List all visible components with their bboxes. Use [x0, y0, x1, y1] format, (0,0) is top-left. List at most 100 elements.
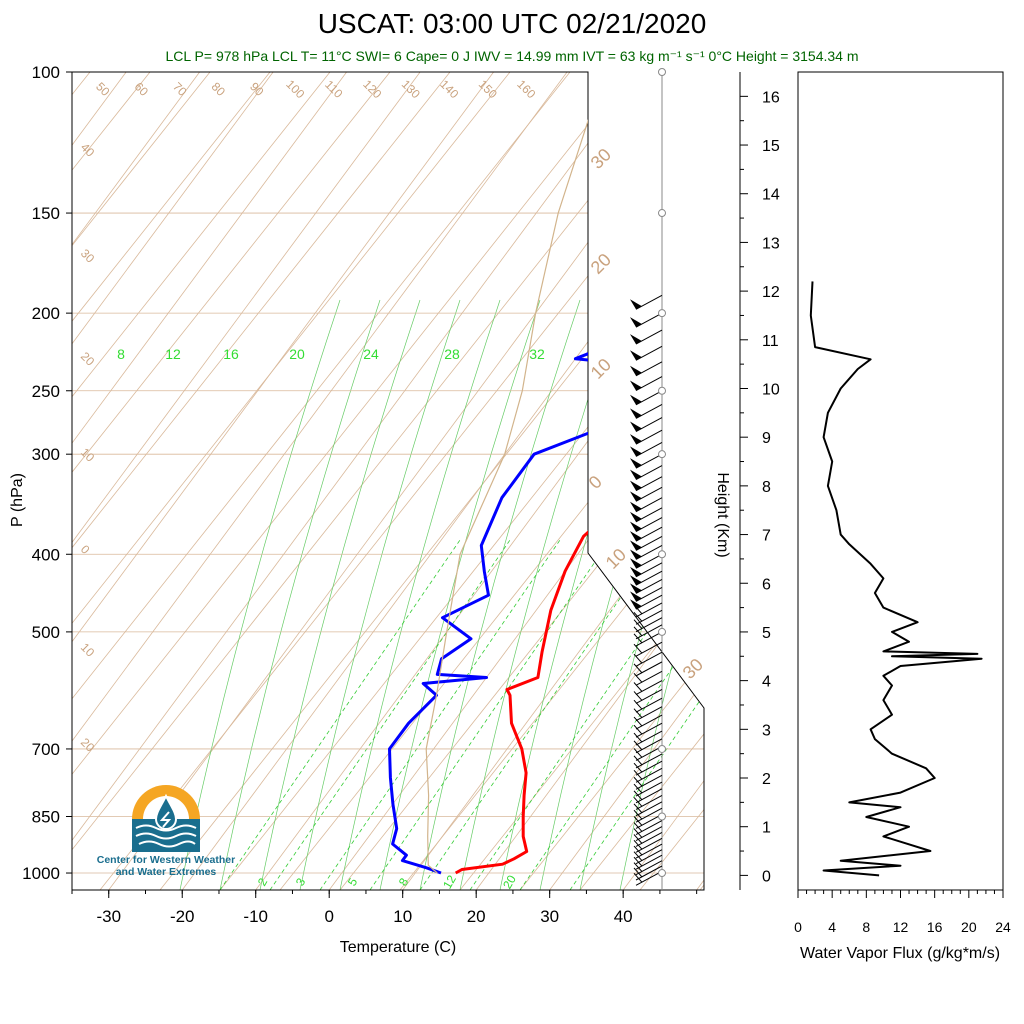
wind-calm-circle [658, 450, 666, 459]
dry-adiabat-label: 110 [322, 77, 346, 101]
dry-adiabat-label: 90 [247, 79, 267, 99]
height-tick-label: 7 [762, 528, 771, 545]
height-tick-label: 11 [762, 333, 779, 350]
dry-adiabat-label: 160 [514, 77, 538, 101]
mixing-ratio-label: 8 [117, 346, 125, 362]
mixing-ratio-line [369, 539, 611, 890]
wind-barb [635, 849, 663, 865]
wind-barb [635, 609, 663, 625]
wind-barb-feather [633, 732, 643, 743]
height-tick-label: 13 [762, 235, 780, 252]
isotherm-line [72, 72, 274, 890]
x-tick-label: -30 [96, 907, 121, 926]
isotherm-line [549, 72, 704, 890]
mixing-ratio-label: 12 [440, 872, 459, 891]
mixing-ratio-line [319, 539, 561, 890]
mixing-ratio-label: 28 [444, 346, 460, 362]
wind-calm-circle [658, 744, 666, 753]
wind-barb [635, 617, 663, 633]
wind-barb [635, 697, 663, 713]
isotherm-label: 40 [78, 140, 98, 160]
series-line-parcel [425, 72, 605, 874]
wind-barb-feather [633, 816, 643, 826]
wind-barb-feather [633, 724, 643, 735]
wind-barb [635, 788, 663, 804]
x-tick-label: 40 [614, 907, 633, 926]
y-tick-label: 700 [32, 740, 60, 759]
flux-x-axis-label: Water Vapor Flux (g/kg*m/s) [800, 945, 1000, 962]
wind-barb-flag [630, 566, 642, 577]
wind-barb [635, 624, 663, 640]
mixing-ratio-line [469, 539, 704, 890]
flux-x-tick-label: 12 [893, 919, 909, 935]
isotherm-line [696, 72, 704, 890]
logo-waves [135, 824, 197, 848]
height-tick-label: 6 [762, 576, 771, 593]
height-tick-label: 5 [762, 625, 771, 642]
wind-barb-feather [633, 653, 643, 664]
y-tick-label: 300 [32, 445, 60, 464]
wind-barb-feather [633, 839, 643, 850]
wind-barb [635, 651, 663, 667]
wind-barb [635, 631, 663, 647]
wind-barb [635, 843, 663, 859]
isotherm-line [108, 72, 704, 890]
wind-barb [635, 722, 663, 738]
wind-barb [635, 820, 663, 835]
wind-barb-feather [633, 663, 643, 674]
wind-barb [635, 641, 663, 657]
flux-x-tick-label: 0 [794, 919, 802, 935]
chart-subtitle: LCL P= 978 hPa LCL T= 11°C SWI= 6 Cape= … [165, 48, 859, 64]
wind-barb-feather [633, 809, 643, 820]
isotherm-label: 10 [587, 355, 615, 383]
wind-barb-feather [633, 834, 643, 844]
wind-barb-feather [633, 633, 643, 644]
dry-adiabat-label: 150 [476, 77, 500, 101]
mixing-ratio-label: 24 [363, 346, 379, 362]
wind-barb-feather [633, 682, 643, 692]
dry-adiabat-label: 50 [93, 79, 113, 99]
wind-barb-feather [633, 691, 643, 701]
wind-barb [635, 746, 663, 761]
dry-adiabat-line [399, 72, 704, 890]
wind-barb-feather [633, 828, 643, 838]
wind-barb-flag [630, 501, 642, 512]
wind-barb-flag [630, 599, 642, 610]
moist-adiabat-line [299, 299, 461, 890]
wind-barb-feather [633, 740, 643, 751]
moist-adiabat-line [459, 299, 621, 890]
isotherm-label: 10 [78, 640, 98, 660]
wind-calm-circle [658, 386, 666, 395]
y-tick-label: 100 [32, 63, 60, 82]
dry-adiabat-label: 100 [283, 77, 307, 101]
height-tick-label: 12 [762, 284, 780, 301]
wind-barb-feather [633, 716, 643, 727]
wind-barb-flag [630, 394, 642, 405]
dry-adiabat-line [519, 72, 704, 890]
isotherm-label: 10 [602, 545, 630, 573]
isotherm-line [622, 72, 704, 890]
logo-line-1: Center for Western Weather [96, 854, 236, 866]
height-tick-label: 15 [762, 138, 780, 155]
isotherm-line [72, 72, 641, 890]
dry-adiabat-line [1000, 72, 1024, 890]
dry-adiabat-line [219, 72, 704, 890]
dry-adiabat-label: 120 [360, 77, 384, 101]
wind-barb [635, 826, 663, 842]
y-tick-label: 200 [32, 304, 60, 323]
dry-adiabat-line [760, 72, 1024, 890]
dry-adiabat-line [72, 72, 271, 890]
cw3e-logo: Center for Western Weather and Water Ext… [96, 782, 236, 878]
wind-barb [635, 807, 663, 823]
chart-title: USCAT: 03:00 UTC 02/21/2020 [317, 8, 707, 39]
wind-barb-feather [633, 643, 643, 654]
height-axis-label: Height (Km) [714, 472, 731, 557]
wind-barb-flag [630, 549, 642, 560]
moist-adiabat-line [259, 299, 421, 890]
mixing-ratio-label: 16 [223, 346, 239, 362]
height-tick-label: 8 [762, 479, 771, 496]
isotherm-line [72, 72, 347, 890]
skewt-series [388, 72, 704, 875]
wind-barb-feather [633, 699, 643, 710]
